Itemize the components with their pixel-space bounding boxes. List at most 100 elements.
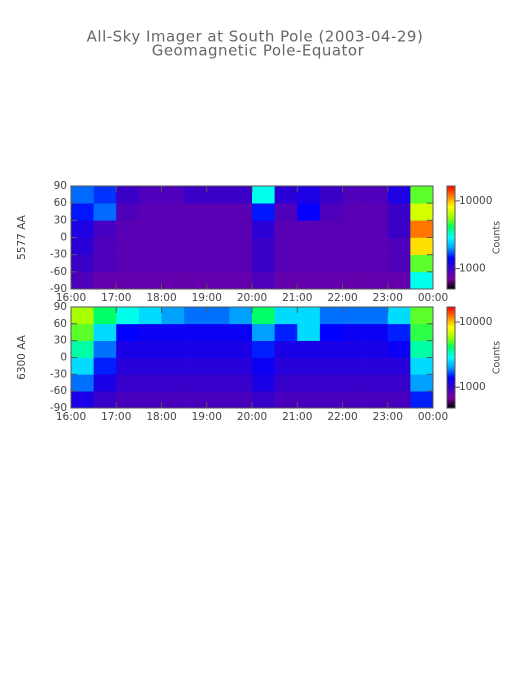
- heat-cell: [274, 220, 298, 238]
- heat-cell: [116, 254, 140, 273]
- heat-cell: [387, 237, 411, 255]
- heat-cell: [138, 237, 162, 255]
- heat-cell: [252, 307, 275, 325]
- y-tick-label: 0: [60, 232, 67, 244]
- x-tick-label: 22:00: [327, 292, 357, 304]
- heat-cell: [297, 391, 321, 409]
- heat-cell: [274, 357, 298, 375]
- x-tick-label: 21:00: [282, 411, 312, 423]
- y-axis-label: 5577 AA: [16, 214, 28, 260]
- x-tick-label: 20:00: [237, 411, 267, 423]
- heat-cell: [161, 340, 185, 358]
- heat-cell: [297, 340, 321, 358]
- y-tick-label: 0: [60, 352, 67, 364]
- heat-cell: [138, 220, 162, 238]
- heat-cell: [297, 237, 321, 255]
- heat-cell: [161, 307, 185, 325]
- heat-cell: [229, 374, 253, 392]
- heat-cell: [297, 271, 321, 290]
- heat-cell: [252, 254, 275, 273]
- heat-cell: [297, 220, 321, 238]
- heat-cell: [410, 323, 434, 341]
- x-tick-label: 00:00: [418, 292, 448, 304]
- heat-cell: [229, 271, 253, 290]
- heat-cell: [138, 307, 162, 325]
- heat-cell: [319, 374, 343, 392]
- heat-cell: [116, 203, 140, 221]
- heat-cell: [365, 357, 389, 375]
- heat-cell: [410, 271, 434, 290]
- heat-cell: [342, 220, 366, 238]
- heat-cell: [184, 374, 208, 392]
- y-tick-label: 60: [54, 318, 67, 330]
- x-tick-label: 19:00: [192, 411, 222, 423]
- heat-cell: [387, 374, 411, 392]
- heat-cell: [319, 186, 343, 204]
- heat-cell: [387, 307, 411, 325]
- colorbar: [446, 185, 456, 290]
- heat-cell: [342, 186, 366, 204]
- x-tick-label: 17:00: [101, 292, 131, 304]
- heat-cell: [387, 254, 411, 273]
- heat-cell: [342, 271, 366, 290]
- heat-cell: [365, 203, 389, 221]
- heat-cell: [161, 186, 185, 204]
- heat-cell: [206, 271, 230, 290]
- heat-cell: [184, 357, 208, 375]
- heat-cell: [71, 340, 94, 358]
- heat-cell: [252, 340, 275, 358]
- heat-cell: [71, 271, 94, 290]
- heat-cell: [319, 237, 343, 255]
- heat-cell: [229, 340, 253, 358]
- title: All-Sky Imager at South Pole (2003-04-29…: [87, 28, 424, 46]
- heat-cell: [206, 340, 230, 358]
- heat-cell: [387, 203, 411, 221]
- heat-cell: [93, 323, 117, 341]
- heat-cell: [116, 271, 140, 290]
- heat-cell: [184, 323, 208, 341]
- heat-cell: [116, 340, 140, 358]
- colorbar: [446, 306, 456, 409]
- x-tick-label: 00:00: [418, 411, 448, 423]
- heat-cell: [71, 203, 94, 221]
- heat-cell: [229, 391, 253, 409]
- heat-cell: [138, 254, 162, 273]
- heat-cell: [387, 391, 411, 409]
- heat-cell: [410, 220, 434, 238]
- heat-cell: [410, 307, 434, 325]
- heat-cell: [252, 323, 275, 341]
- heat-cell: [93, 391, 117, 409]
- heat-cell: [229, 357, 253, 375]
- colorbar-label: Counts: [492, 341, 503, 374]
- heat-cell: [184, 237, 208, 255]
- heat-cell: [184, 220, 208, 238]
- x-tick-label: 17:00: [101, 411, 131, 423]
- heat-cell: [116, 323, 140, 341]
- heat-cell: [138, 186, 162, 204]
- heat-cell: [161, 391, 185, 409]
- heat-cell: [252, 374, 275, 392]
- heat-cell: [252, 237, 275, 255]
- heat-cell: [387, 357, 411, 375]
- heat-cell: [93, 357, 117, 375]
- heat-cell: [274, 203, 298, 221]
- x-tick-label: 16:00: [56, 411, 86, 423]
- heat-cell: [297, 323, 321, 341]
- heat-cell: [206, 203, 230, 221]
- x-tick-label: 22:00: [327, 411, 357, 423]
- colorbar-label: Counts: [492, 221, 503, 254]
- x-tick-label: 19:00: [192, 292, 222, 304]
- heat-cell: [342, 307, 366, 325]
- heat-cell: [319, 271, 343, 290]
- heat-cell: [274, 254, 298, 273]
- heat-cell: [138, 340, 162, 358]
- heat-cell: [206, 374, 230, 392]
- heat-cell: [319, 220, 343, 238]
- heat-cell: [410, 254, 434, 273]
- heat-cell: [274, 237, 298, 255]
- heat-cell: [342, 237, 366, 255]
- y-tick-label: 90: [54, 180, 67, 192]
- heat-cell: [365, 323, 389, 341]
- y-tick-label: 90: [54, 301, 67, 313]
